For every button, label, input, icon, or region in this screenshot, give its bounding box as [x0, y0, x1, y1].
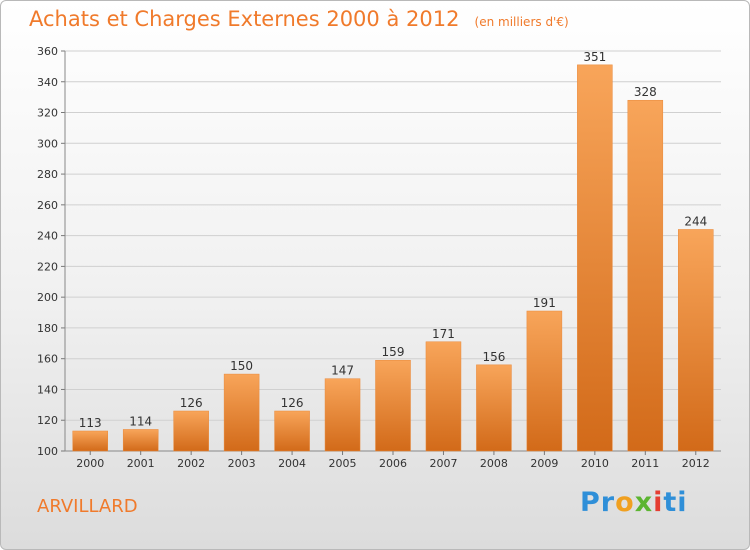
bar: [324, 378, 361, 452]
logo-letter: r: [600, 487, 616, 518]
bar-value-label: 113: [79, 416, 102, 430]
bar: [678, 229, 714, 452]
bar-value-label: 156: [482, 350, 505, 364]
x-tick-label: 2001: [127, 457, 155, 470]
x-tick-label: 2006: [379, 457, 407, 470]
logo-letter: i: [677, 487, 688, 518]
x-tick-label: 2003: [228, 457, 256, 470]
bar-value-label: 351: [583, 50, 606, 64]
x-tick-label: 2002: [177, 457, 205, 470]
y-tick-label: 320: [37, 107, 58, 120]
bar-value-label: 126: [180, 396, 203, 410]
bar-value-label: 114: [129, 414, 152, 428]
x-tick-label: 2011: [631, 457, 659, 470]
y-tick-label: 100: [37, 445, 58, 458]
y-tick-label: 160: [37, 353, 58, 366]
chart-unit-subtitle: (en milliers d'€): [474, 15, 569, 29]
x-tick-label: 2004: [278, 457, 306, 470]
bar-value-label: 191: [533, 296, 556, 310]
logo-letter: t: [663, 487, 678, 518]
commune-name: ARVILLARD: [37, 496, 138, 517]
bar: [173, 410, 209, 452]
y-tick-label: 360: [37, 45, 58, 58]
y-tick-label: 220: [37, 260, 58, 273]
bar: [274, 410, 310, 452]
bar: [223, 373, 260, 452]
bar: [375, 359, 411, 452]
bar-value-label: 147: [331, 364, 354, 378]
bar-value-label: 328: [634, 85, 657, 99]
y-tick-label: 140: [37, 383, 58, 396]
bar: [476, 364, 512, 452]
bar: [526, 310, 563, 452]
chart-title: Achats et Charges Externes 2000 à 2012: [29, 7, 460, 31]
logo-letter: x: [634, 487, 654, 518]
y-tick-label: 260: [37, 199, 58, 212]
x-tick-label: 2012: [682, 457, 710, 470]
bar: [122, 429, 159, 452]
chart-title-block: Achats et Charges Externes 2000 à 2012 (…: [29, 7, 569, 31]
bar-value-label: 244: [684, 214, 707, 228]
logo-letter: o: [615, 487, 635, 518]
bar: [627, 99, 664, 452]
x-tick-label: 2010: [581, 457, 609, 470]
x-tick-label: 2000: [76, 457, 104, 470]
bar-value-label: 171: [432, 327, 455, 341]
y-tick-label: 300: [37, 137, 58, 150]
bar: [72, 430, 108, 452]
y-tick-label: 280: [37, 168, 58, 181]
bar: [577, 64, 613, 452]
y-tick-label: 200: [37, 291, 58, 304]
bar: [425, 341, 462, 452]
bar-value-label: 159: [382, 345, 405, 359]
proxiti-logo: Proxiti: [580, 487, 688, 518]
y-tick-label: 180: [37, 322, 58, 335]
y-tick-label: 120: [37, 414, 58, 427]
x-tick-label: 2005: [329, 457, 357, 470]
bar-value-label: 150: [230, 359, 253, 373]
logo-letter: P: [580, 487, 601, 518]
x-tick-label: 2009: [530, 457, 558, 470]
y-tick-label: 340: [37, 76, 58, 89]
logo-letter: i: [653, 487, 664, 518]
x-tick-label: 2007: [429, 457, 457, 470]
y-tick-label: 240: [37, 230, 58, 243]
bar-value-label: 126: [281, 396, 304, 410]
x-tick-label: 2008: [480, 457, 508, 470]
